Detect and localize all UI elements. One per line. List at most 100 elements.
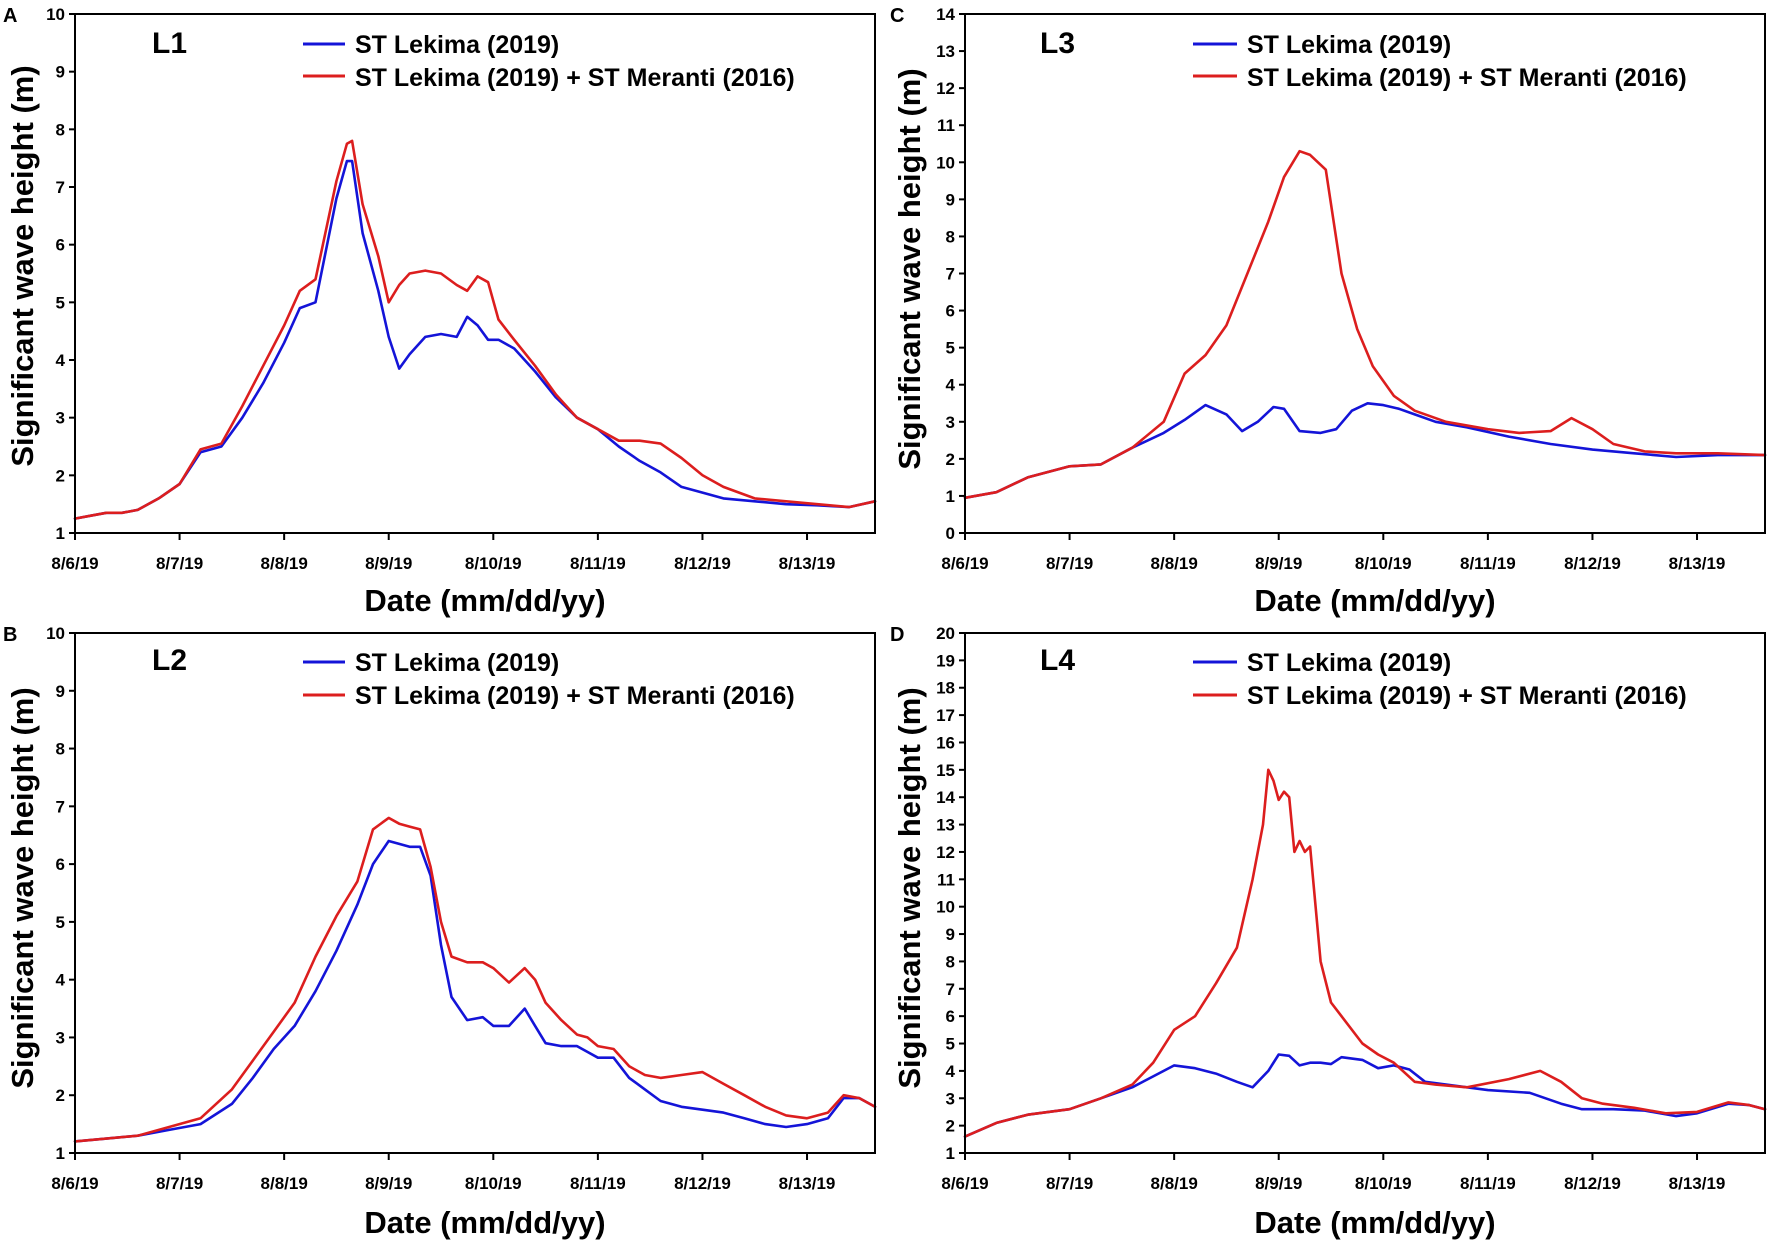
y-tick-label: 2 [946,1117,955,1136]
y-tick-label: 10 [46,624,65,643]
y-tick-label: 7 [946,980,955,999]
y-axis-label: Significant wave height (m) [892,687,927,1088]
station-label: L1 [152,27,187,60]
series-line-lekima [73,159,877,520]
series-line-lekima-meranti [73,816,877,1143]
x-axis-label: Date (mm/dd/yy) [364,1205,605,1240]
series-line-lekima [963,1053,1767,1138]
y-tick-label: 20 [936,624,955,643]
panel-letter: C [890,5,904,27]
y-tick-label: 17 [936,706,955,725]
series-layer [73,139,877,520]
x-tick-label: 8/13/19 [779,1174,836,1193]
y-tick-label: 8 [56,740,65,759]
panel-letter: B [3,624,17,646]
legend-label-combined: ST Lekima (2019) + ST Meranti (2016) [355,682,795,710]
x-tick-label: 8/6/19 [51,554,98,573]
x-tick-label: 8/8/19 [1151,554,1198,573]
x-tick-label: 8/9/19 [1255,1174,1302,1193]
plot-frame [964,632,1766,1154]
x-tick-label: 8/11/19 [570,554,626,573]
x-axis: 8/6/19 8/7/19 8/8/19 8/9/19 8/10/19 8/11/19 8/… [51,533,835,573]
y-tick-label: 4 [946,376,956,395]
y-tick-label: 5 [56,293,65,312]
x-tick-label: 8/8/19 [261,1174,308,1193]
x-tick-label: 8/9/19 [365,1174,412,1193]
y-tick-label: 1 [946,487,955,506]
legend-label-lekima: ST Lekima (2019) [355,31,559,59]
y-tick-label: 13 [936,42,955,61]
y-tick-label: 4 [56,971,66,990]
station-label: L3 [1040,27,1075,60]
panel-letter: D [890,624,904,646]
x-axis-label: Date (mm/dd/yy) [1254,583,1495,618]
y-tick-label: 9 [946,190,955,209]
legend-label-combined: ST Lekima (2019) + ST Meranti (2016) [1247,682,1687,710]
y-tick-label: 12 [936,79,955,98]
x-axis: 8/6/19 8/7/19 8/8/19 8/9/19 8/10/19 8/11/19 8/… [51,1153,835,1193]
plot-area: 1 2 3 4 5 6 7 8 9 10 8/6/19 8/7/19 8/8/19 8/9/19 8/10… [46,5,877,573]
x-tick-label: 8/6/19 [51,1174,98,1193]
y-tick-label: 1 [56,524,65,543]
y-tick-label: 6 [56,855,65,874]
panel-letter: A [3,5,17,27]
x-axis: 8/6/19 8/7/19 8/8/19 8/9/19 8/10/19 8/11/19 8/… [941,533,1725,573]
x-axis: 8/6/19 8/7/19 8/8/19 8/9/19 8/10/19 8/11/19 8/… [941,1153,1725,1193]
x-axis-label: Date (mm/dd/yy) [364,583,605,618]
y-tick-label: 5 [56,913,65,932]
x-tick-label: 8/7/19 [1046,554,1093,573]
y-axis-label: Significant wave height (m) [5,687,40,1088]
y-tick-label: 14 [936,788,955,807]
y-tick-label: 3 [946,413,955,432]
series-line-lekima-meranti [963,149,1767,500]
y-axis-label: Significant wave height (m) [892,68,927,469]
y-axis-label: Significant wave height (m) [5,65,40,466]
y-tick-label: 1 [946,1144,955,1163]
y-tick-label: 9 [56,63,65,82]
y-tick-label: 3 [56,1028,65,1047]
y-tick-label: 2 [56,1086,65,1105]
y-tick-label: 7 [56,178,65,197]
x-tick-label: 8/6/19 [941,1174,988,1193]
x-tick-label: 8/12/19 [674,1174,731,1193]
y-tick-label: 18 [936,679,955,698]
y-tick-label: 5 [946,339,955,358]
series-layer [73,816,877,1143]
y-tick-label: 6 [946,1007,955,1026]
y-tick-label: 9 [56,682,65,701]
y-axis: 1 2 3 4 5 6 7 8 9 10 [46,624,75,1163]
x-tick-label: 8/9/19 [365,554,412,573]
y-tick-label: 11 [937,116,955,135]
x-tick-label: 8/10/19 [1355,554,1412,573]
series-layer [963,149,1767,500]
series-line-lekima [73,839,877,1143]
y-tick-label: 10 [936,898,955,917]
station-label: L2 [152,644,187,677]
x-tick-label: 8/12/19 [674,554,731,573]
y-tick-label: 10 [46,5,65,24]
y-tick-label: 8 [946,227,955,246]
x-tick-label: 8/11/19 [1460,554,1516,573]
x-tick-label: 8/13/19 [1669,554,1726,573]
x-tick-label: 8/7/19 [156,1174,203,1193]
x-tick-label: 8/10/19 [465,554,522,573]
x-tick-label: 8/13/19 [779,554,836,573]
y-tick-label: 11 [937,870,955,889]
x-tick-label: 8/7/19 [1046,1174,1093,1193]
x-tick-label: 8/8/19 [261,554,308,573]
y-tick-label: 9 [946,925,955,944]
series-line-lekima-meranti [73,139,877,520]
y-tick-label: 4 [946,1062,956,1081]
y-tick-label: 2 [56,466,65,485]
y-tick-label: 12 [936,843,955,862]
series-layer [963,768,1767,1138]
